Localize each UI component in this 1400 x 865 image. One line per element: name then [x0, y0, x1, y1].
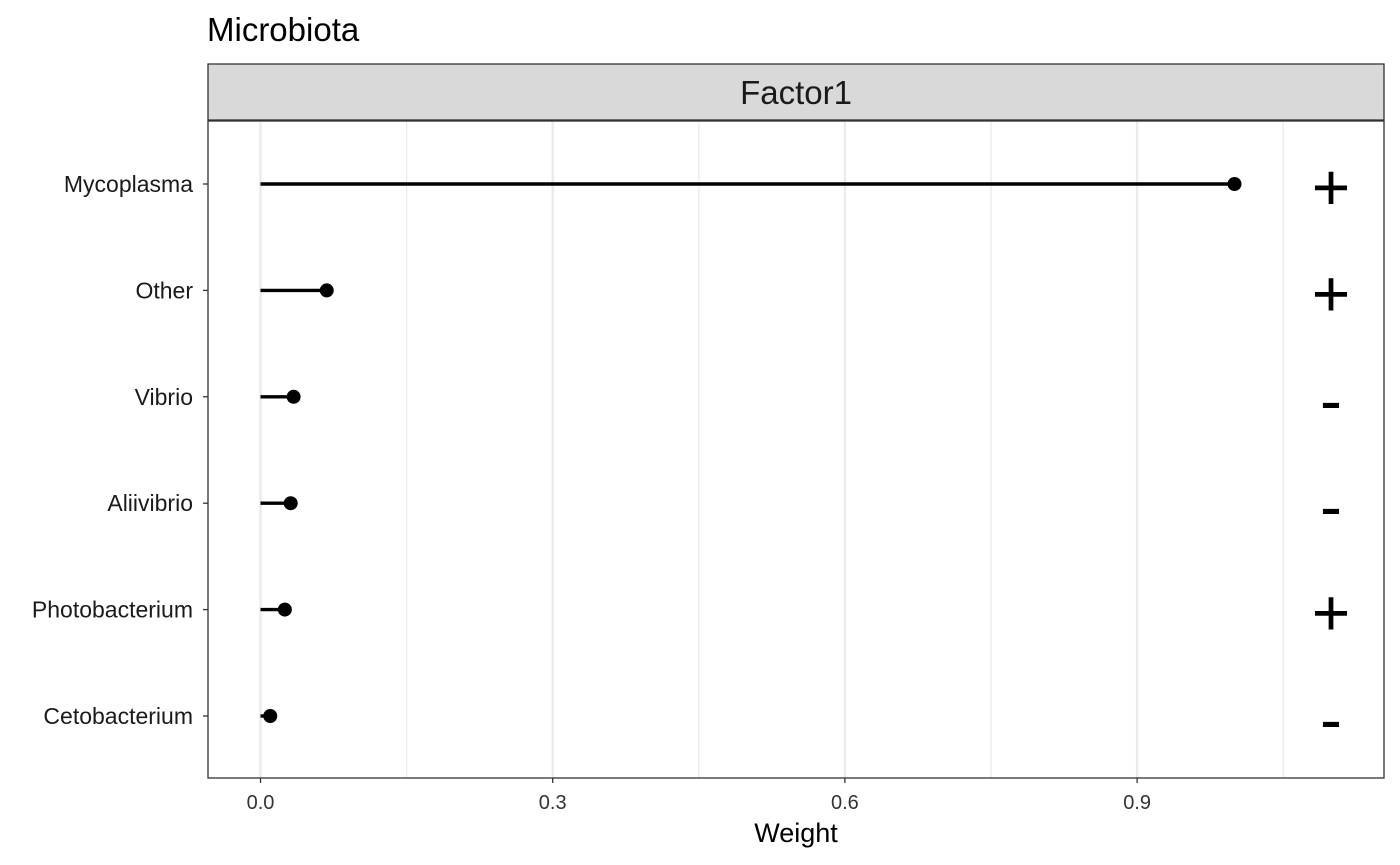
y-tick-label: Cetobacterium [43, 703, 193, 729]
chart-title: Microbiota [207, 11, 360, 48]
lollipop-point [286, 389, 301, 404]
points [263, 177, 1242, 723]
sign-label: + [1312, 150, 1351, 224]
lollipop-point [319, 283, 334, 298]
plot-panel [208, 121, 1384, 778]
x-tick-label: 0.6 [831, 792, 859, 814]
sign-label: - [1320, 682, 1342, 756]
x-axis: 0.0 0.3 0.6 0.9 [247, 778, 1151, 814]
y-tick-label: Mycoplasma [64, 171, 193, 197]
sign-label: + [1312, 576, 1351, 650]
sign-labels: + + - - + - [1312, 150, 1351, 756]
y-tick-label: Aliivibrio [107, 490, 193, 516]
lollipop-point [263, 709, 278, 723]
x-tick-label: 0.9 [1123, 792, 1151, 814]
plot-border [207, 120, 1385, 779]
y-tick-label: Photobacterium [32, 597, 193, 623]
sign-label: - [1320, 469, 1342, 543]
y-axis-labels: Mycoplasma Other Vibrio Aliivibrio Photobact… [32, 171, 208, 729]
y-tick-label: Vibrio [135, 384, 193, 410]
y-tick-label: Other [135, 277, 193, 303]
x-axis-title: Weight [754, 818, 838, 848]
facet-label: Factor1 [740, 74, 852, 111]
grid-lines [259, 121, 1284, 778]
lollipop-point [283, 496, 298, 511]
lollipop-point [1227, 177, 1242, 191]
x-tick-label: 0.3 [539, 792, 567, 814]
sign-label: - [1320, 363, 1342, 437]
sign-label: + [1312, 256, 1351, 330]
x-tick-label: 0.0 [247, 792, 275, 814]
lollipop-point [277, 602, 292, 617]
facet-strip [207, 63, 1385, 121]
